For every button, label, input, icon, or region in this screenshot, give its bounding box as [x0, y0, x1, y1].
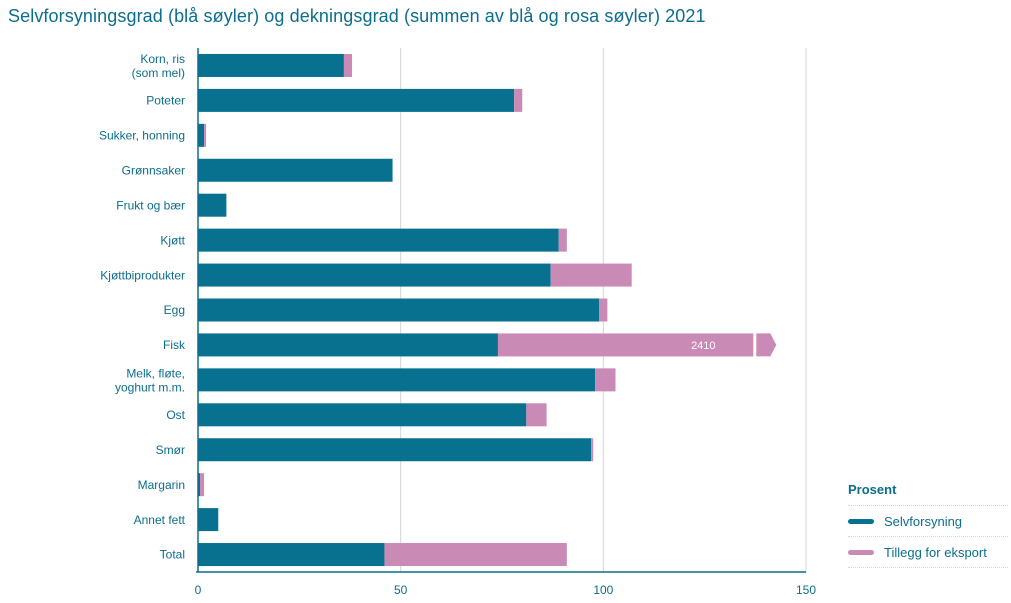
legend-label-tillegg-for-eksport: Tillegg for eksport [884, 544, 987, 560]
category-label-annet-fett: Annet fett [134, 513, 186, 527]
category-label-kjøtt: Kjøtt [160, 233, 185, 247]
category-label-ost: Ost [166, 408, 185, 422]
bar-tillegg-for-eksport-poteter [514, 88, 523, 112]
bar-tillegg-for-eksport-egg [599, 298, 608, 322]
bar-selvforsyning-grønnsaker [198, 158, 393, 182]
legend-item-selvforsyning: Selvforsyning [848, 506, 1008, 537]
legend-title: Prosent [848, 482, 1008, 506]
x-tick-label: 50 [394, 583, 408, 597]
legend-swatch-tillegg-for-eksport [848, 549, 874, 555]
bar-tillegg-for-eksport-ost [526, 403, 547, 427]
bar-tillegg-for-eksport-melk-fløte-yoghurt-m-m [595, 368, 616, 392]
bar-tillegg-for-eksport-kjøtt [558, 228, 567, 252]
bar-selvforsyning-fisk [198, 333, 498, 357]
chart-title: Selvforsyningsgrad (blå søyler) og dekni… [8, 6, 706, 26]
legend-swatch-selvforsyning [848, 518, 874, 524]
bar-tillegg-for-eksport-smør [591, 438, 594, 462]
bar-tillegg-for-eksport-kjøttbiprodukter [550, 263, 632, 287]
category-label-margarin: Margarin [138, 478, 185, 492]
bar-overflow-arrow [756, 333, 777, 357]
bar-selvforsyning-kjøttbiprodukter [198, 263, 551, 287]
annotation-value: 2410 [691, 340, 715, 352]
bar-tillegg-for-eksport-sukker-honning [204, 123, 207, 147]
category-label-egg: Egg [164, 303, 185, 317]
category-label-total: Total [160, 548, 185, 562]
bar-selvforsyning-margarin [198, 473, 201, 497]
bar-selvforsyning-kjøtt [198, 228, 559, 252]
bar-selvforsyning-annet-fett [198, 508, 219, 532]
category-label-fisk: Fisk [163, 338, 186, 352]
bar-tillegg-for-eksport-fisk [497, 333, 754, 357]
bar-tillegg-for-eksport-total [384, 543, 567, 567]
bar-selvforsyning-korn-ris-som-mel [198, 53, 344, 77]
bar-tillegg-for-eksport-korn-ris-som-mel [343, 53, 353, 77]
bar-selvforsyning-egg [198, 298, 600, 322]
bar-selvforsyning-total [198, 543, 385, 567]
category-label-poteter: Poteter [146, 94, 185, 108]
legend-label-selvforsyning: Selvforsyning [884, 513, 963, 529]
bar-selvforsyning-smør [198, 438, 592, 462]
x-tick-label: 100 [593, 583, 613, 597]
bar-selvforsyning-frukt-og-bær [198, 193, 227, 217]
bar-selvforsyning-ost [198, 403, 527, 427]
legend: Prosent Selvforsyning Tillegg for ekspor… [848, 482, 1008, 568]
x-tick-label: 0 [195, 583, 202, 597]
bar-tillegg-for-eksport-margarin [200, 473, 205, 497]
category-label-korn-ris-som-mel: Korn, ris (som mel) [132, 52, 185, 80]
x-tick-label: 150 [796, 583, 816, 597]
bar-selvforsyning-sukker-honning [198, 123, 205, 147]
category-label-grønnsaker: Grønnsaker [122, 163, 185, 177]
category-label-melk-fløte-yoghurt-m-m: Melk, fløte, yoghurt m.m. [115, 366, 185, 394]
category-label-sukker-honning: Sukker, honning [99, 129, 185, 143]
bar-selvforsyning-poteter [198, 88, 515, 112]
bar-selvforsyning-melk-fløte-yoghurt-m-m [198, 368, 596, 392]
category-label-smør: Smør [156, 443, 185, 457]
category-label-frukt-og-bær: Frukt og bær [116, 198, 185, 212]
legend-item-tillegg-for-eksport: Tillegg for eksport [848, 537, 1008, 568]
category-label-kjøttbiprodukter: Kjøttbiprodukter [100, 268, 185, 282]
